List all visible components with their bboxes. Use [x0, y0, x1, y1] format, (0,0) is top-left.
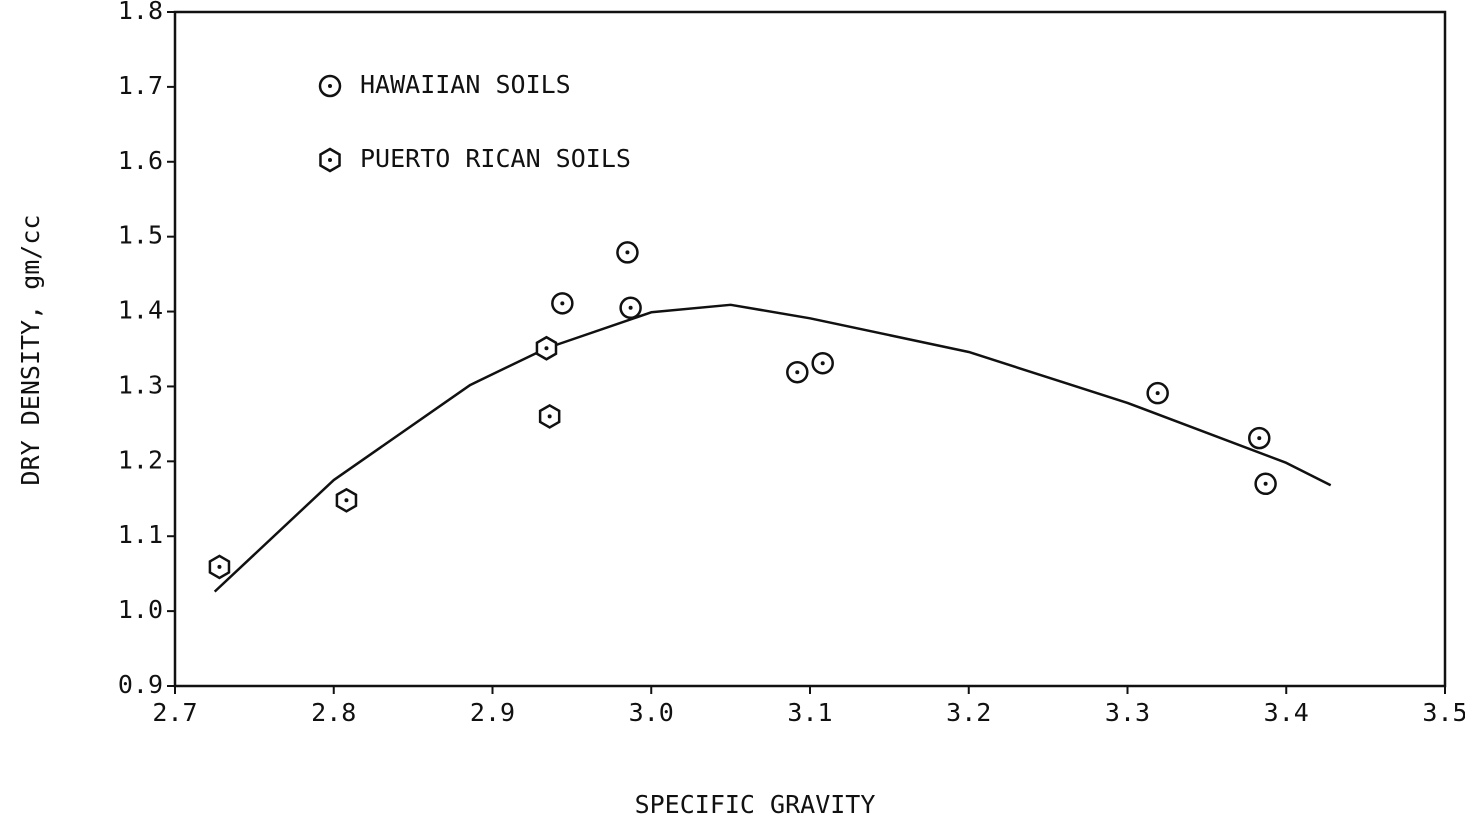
point-dot [344, 498, 349, 503]
x-tick-label: 3.3 [1105, 698, 1150, 727]
y-axis-label: DRY DENSITY, gm/cc [16, 215, 45, 486]
y-tick-label: 1.0 [118, 595, 163, 624]
point-dot [1155, 391, 1160, 396]
y-tick-label: 1.2 [118, 445, 163, 474]
x-tick-label: 3.0 [629, 698, 674, 727]
point-dot [1257, 436, 1262, 441]
point-dot [820, 361, 825, 366]
x-tick-label: 2.9 [470, 698, 515, 727]
y-tick-label: 1.6 [118, 146, 163, 175]
y-tick-label: 1.5 [118, 221, 163, 250]
y-tick-label: 1.4 [118, 296, 163, 325]
point-dot [795, 370, 800, 375]
x-tick-label: 3.4 [1264, 698, 1309, 727]
point-dot [544, 346, 549, 351]
y-tick-label: 1.7 [118, 71, 163, 100]
point-dot [217, 564, 222, 569]
x-tick-label: 3.2 [946, 698, 991, 727]
legend-label: HAWAIIAN SOILS [360, 70, 571, 99]
y-tick-label: 1.1 [118, 520, 163, 549]
x-tick-label: 3.1 [787, 698, 832, 727]
legend-label: PUERTO RICAN SOILS [360, 144, 631, 173]
x-tick-label: 3.5 [1422, 698, 1465, 727]
point-dot [560, 301, 565, 306]
y-tick-label: 0.9 [118, 670, 163, 699]
point-dot [625, 250, 630, 255]
point-dot [328, 84, 332, 88]
x-tick-label: 2.7 [152, 698, 197, 727]
x-axis-label: SPECIFIC GRAVITY [635, 790, 876, 819]
point-dot [328, 158, 332, 162]
point-dot [547, 414, 552, 419]
y-tick-label: 1.8 [118, 0, 163, 25]
x-tick-label: 2.8 [311, 698, 356, 727]
point-dot [628, 305, 633, 310]
fit-curve [213, 303, 1332, 593]
point-dot [1263, 481, 1268, 486]
y-tick-label: 1.3 [118, 370, 163, 399]
plot-frame [173, 10, 1447, 688]
